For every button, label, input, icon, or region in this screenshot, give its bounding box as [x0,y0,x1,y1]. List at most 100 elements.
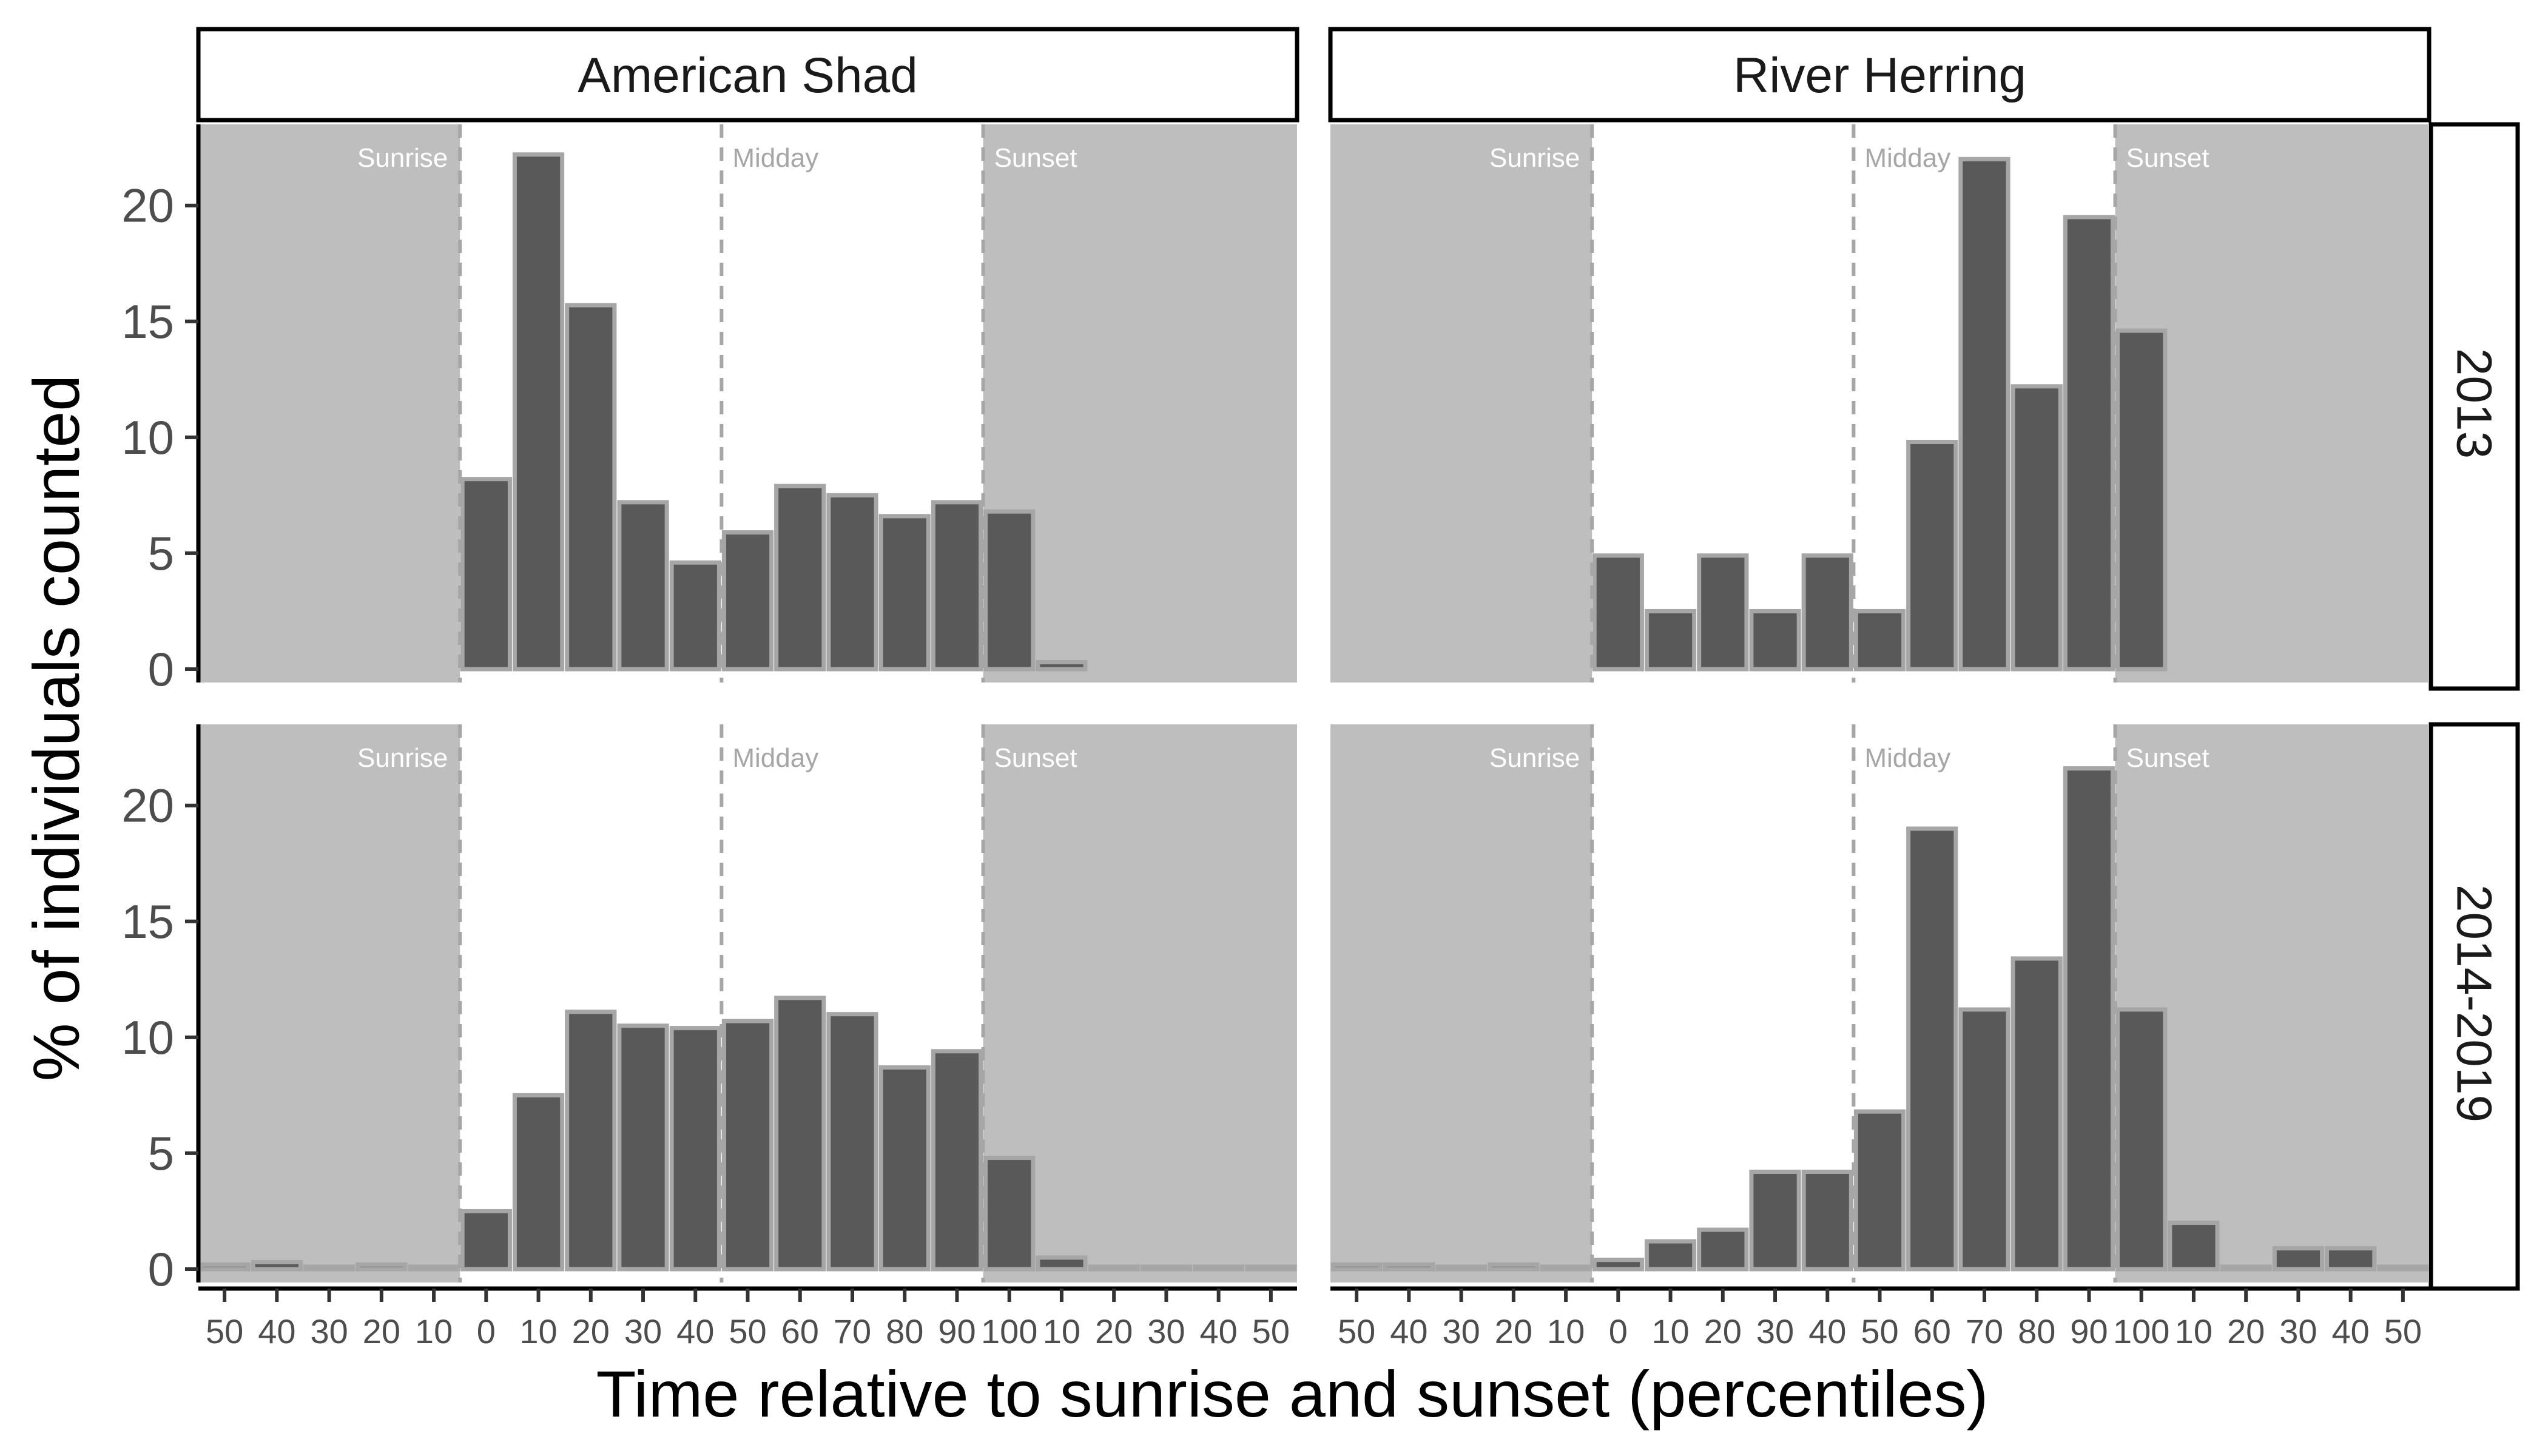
x-tick-label: 60 [781,1312,819,1350]
bar [460,1208,512,1272]
x-tick-label: 40 [1808,1312,1846,1350]
bar [2010,384,2063,672]
bar [1906,826,1958,1272]
bar [1697,553,1749,672]
row-strip-0 [2428,122,2520,691]
bar [303,1264,356,1272]
x-tick-label: 30 [310,1312,348,1350]
bar [1853,1109,1906,1272]
bar [251,1260,303,1272]
x-tick-label: 10 [1043,1312,1080,1350]
y-tick-label: 20 [121,779,174,832]
bar [1088,1264,1140,1272]
x-tick-label: 70 [834,1312,871,1350]
y-tick-label: 15 [121,295,174,348]
x-tick-label: 20 [1704,1312,1742,1350]
bar [617,500,669,672]
night-shade-evening [2115,124,2429,682]
sunrise-label: Sunrise [357,743,448,773]
bar [1644,608,1697,672]
x-tick-label: 30 [1147,1312,1185,1350]
bar [2063,215,2115,672]
sunset-label: Sunset [994,743,1077,773]
night-shade-predawn [198,124,460,682]
bar [983,1156,1036,1272]
bar [2220,1264,2272,1272]
bar [1958,157,2010,672]
x-tick-label: 20 [363,1312,400,1350]
x-tick-label: 30 [1442,1312,1480,1350]
x-tick-label: 50 [1338,1312,1375,1350]
facet-strip-label: American Shad [578,48,918,103]
x-tick-label: 10 [415,1312,453,1350]
x-tick-label: 40 [1199,1312,1237,1350]
bar [1592,1258,1644,1272]
bar [356,1262,408,1272]
bar [774,996,826,1272]
bar [1193,1264,1245,1272]
x-tick-label: 20 [2227,1312,2265,1350]
y-axis-title: % of individuals counted [19,375,93,1082]
y-tick-label: 10 [121,411,174,464]
x-tick-label: 60 [1913,1312,1951,1350]
y-tick-label: 5 [148,527,174,580]
bar [1383,1262,1435,1272]
x-tick-label: 10 [519,1312,557,1350]
night-shade-evening [2115,724,2429,1282]
bar [2377,1264,2429,1272]
x-tick-label: 20 [1095,1312,1133,1350]
bar [1906,440,1958,672]
x-tick-label: 0 [477,1312,496,1350]
facet-strip-1 [1328,27,2432,123]
x-tick-label: 20 [1495,1312,1532,1350]
bar [1036,1255,1088,1272]
bar [1140,1264,1193,1272]
x-tick-label: 40 [676,1312,714,1350]
bar [826,1012,878,1272]
y-tick-label: 0 [148,642,174,696]
x-tick-label: 50 [1252,1312,1290,1350]
x-tick-label: 30 [624,1312,662,1350]
bar [2115,328,2168,672]
bar [983,509,1036,672]
facet-strip-label: River Herring [1733,48,2026,103]
bar [565,303,617,672]
x-tick-label: 80 [886,1312,923,1350]
bar [774,484,826,672]
bar [669,560,721,672]
row-strip-label: 2014-2019 [2447,885,2502,1122]
x-tick-label: 90 [2070,1312,2108,1350]
x-tick-label: 70 [1966,1312,2003,1350]
x-tick-label: 40 [1390,1312,1427,1350]
bar [931,500,983,672]
bar [1592,553,1644,672]
sunset-label: Sunset [2126,743,2209,773]
bar [2272,1246,2325,1272]
bar [2063,766,2115,1272]
x-tick-label: 30 [1756,1312,1794,1350]
bar [1749,1170,1801,1272]
x-tick-label: 40 [258,1312,295,1350]
bar [565,1009,617,1272]
x-tick-label: 10 [2175,1312,2213,1350]
sunrise-label: Sunrise [1489,743,1580,773]
y-tick-label: 0 [148,1242,174,1296]
x-tick-label: 30 [2279,1312,2317,1350]
bar [669,1026,721,1272]
sunset-label: Sunset [994,143,1077,173]
row-strip-1 [2428,722,2520,1291]
night-shade-evening [983,124,1297,682]
bar [2325,1246,2377,1272]
bar [1801,553,1853,672]
night-shade-predawn [1330,124,1592,682]
y-tick-label: 10 [121,1011,174,1064]
y-tick-label: 20 [121,179,174,232]
bar [2010,956,2063,1272]
x-tick-label: 80 [2018,1312,2055,1350]
bar [1801,1170,1853,1272]
row-strip-label: 2013 [2447,348,2502,459]
x-tick-label: 50 [1861,1312,1898,1350]
bar [2168,1221,2220,1272]
